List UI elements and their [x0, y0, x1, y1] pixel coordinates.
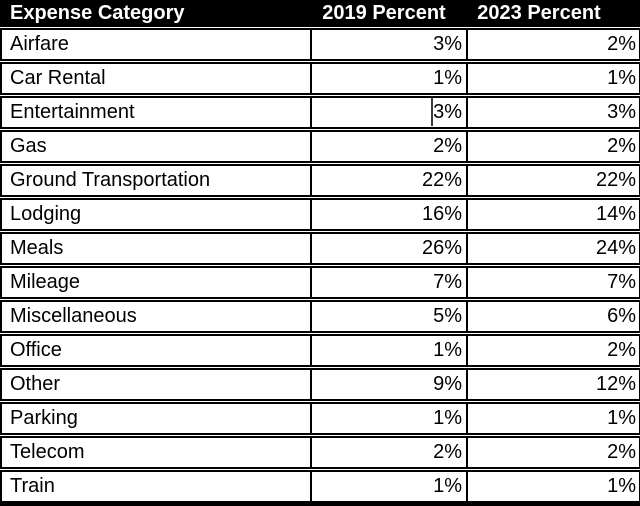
- category-cell[interactable]: Ground Transportation: [0, 164, 312, 197]
- category-cell[interactable]: Miscellaneous: [0, 300, 312, 333]
- value-2023-cell[interactable]: 2%: [468, 436, 640, 469]
- value-2023-cell[interactable]: 1%: [468, 62, 640, 95]
- category-cell[interactable]: Entertainment: [0, 96, 312, 129]
- value-2023-cell[interactable]: 2%: [468, 130, 640, 163]
- value-2023-cell[interactable]: 22%: [468, 164, 640, 197]
- table-row: Office 1% 2%: [0, 334, 640, 367]
- value-2023-cell[interactable]: 3%: [468, 96, 640, 129]
- table-row: Entertainment 3% 3%: [0, 96, 640, 129]
- value-2019-cell[interactable]: 1%: [312, 334, 468, 367]
- value-2019-cell[interactable]: 16%: [312, 198, 468, 231]
- value-2019-cell[interactable]: 1%: [312, 402, 468, 435]
- category-cell[interactable]: Train: [0, 470, 312, 506]
- value-2023-cell[interactable]: 1%: [468, 470, 640, 506]
- table-row: Train 1% 1%: [0, 470, 640, 506]
- category-cell[interactable]: Car Rental: [0, 62, 312, 95]
- value-2023-cell[interactable]: 2%: [468, 334, 640, 367]
- table-row: Miscellaneous 5% 6%: [0, 300, 640, 333]
- category-cell[interactable]: Office: [0, 334, 312, 367]
- table-row: Telecom 2% 2%: [0, 436, 640, 469]
- value-2019-cell[interactable]: 5%: [312, 300, 468, 333]
- table-row: Airfare 3% 2%: [0, 28, 640, 61]
- category-cell[interactable]: Mileage: [0, 266, 312, 299]
- table-row: Parking 1% 1%: [0, 402, 640, 435]
- value-2023-cell[interactable]: 2%: [468, 28, 640, 61]
- value-2023-cell[interactable]: 6%: [468, 300, 640, 333]
- value-2023-cell[interactable]: 14%: [468, 198, 640, 231]
- value-2023-cell[interactable]: 24%: [468, 232, 640, 265]
- value-2023-cell[interactable]: 12%: [468, 368, 640, 401]
- edit-caret: [431, 98, 433, 126]
- value-2023-cell[interactable]: 7%: [468, 266, 640, 299]
- column-header-2023-percent[interactable]: 2023 Percent: [468, 0, 640, 27]
- table-row: Car Rental 1% 1%: [0, 62, 640, 95]
- value-2019-cell[interactable]: 2%: [312, 436, 468, 469]
- category-cell[interactable]: Lodging: [0, 198, 312, 231]
- value-2019-cell-editing[interactable]: 3%: [312, 96, 468, 129]
- table-row: Other 9% 12%: [0, 368, 640, 401]
- category-cell[interactable]: Telecom: [0, 436, 312, 469]
- table-row: Lodging 16% 14%: [0, 198, 640, 231]
- value-2019-cell[interactable]: 1%: [312, 62, 468, 95]
- category-cell[interactable]: Meals: [0, 232, 312, 265]
- category-cell[interactable]: Gas: [0, 130, 312, 163]
- table-row: Gas 2% 2%: [0, 130, 640, 163]
- header-row: Expense Category 2019 Percent 2023 Perce…: [0, 0, 640, 27]
- table-row: Meals 26% 24%: [0, 232, 640, 265]
- table-row: Ground Transportation 22% 22%: [0, 164, 640, 197]
- category-cell[interactable]: Parking: [0, 402, 312, 435]
- value-2019-cell[interactable]: 9%: [312, 368, 468, 401]
- category-cell[interactable]: Other: [0, 368, 312, 401]
- column-header-expense-category[interactable]: Expense Category: [0, 0, 312, 27]
- column-header-2019-percent[interactable]: 2019 Percent: [312, 0, 468, 27]
- value-2019-cell[interactable]: 7%: [312, 266, 468, 299]
- value-2019-cell[interactable]: 26%: [312, 232, 468, 265]
- value-2019-cell[interactable]: 2%: [312, 130, 468, 163]
- value-2019-cell[interactable]: 3%: [312, 28, 468, 61]
- value-2019-cell[interactable]: 22%: [312, 164, 468, 197]
- value-2019-cell[interactable]: 1%: [312, 470, 468, 506]
- value-2023-cell[interactable]: 1%: [468, 402, 640, 435]
- category-cell[interactable]: Airfare: [0, 28, 312, 61]
- table-row: Mileage 7% 7%: [0, 266, 640, 299]
